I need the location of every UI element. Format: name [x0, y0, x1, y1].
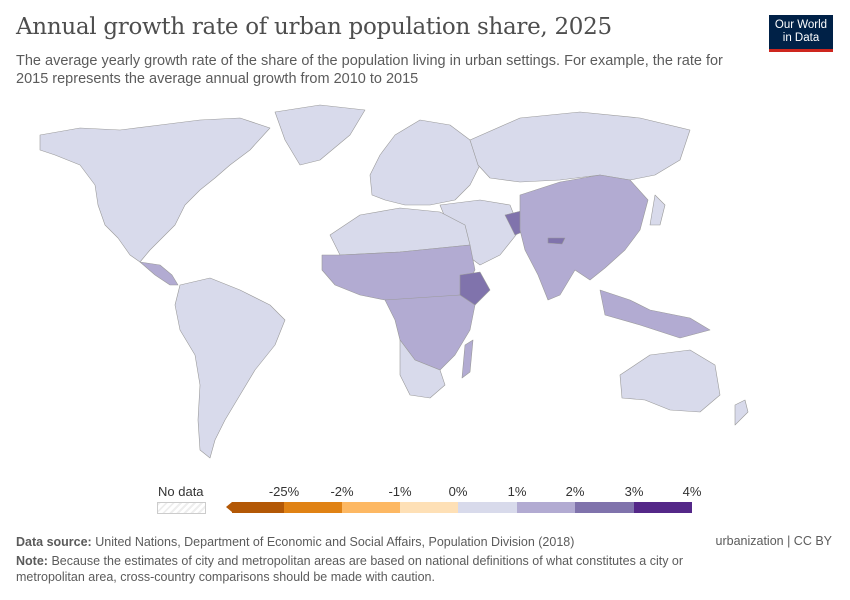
legend-bin[interactable] [284, 502, 343, 513]
legend-bin[interactable] [634, 502, 693, 513]
region-madagascar [461, 339, 474, 379]
owid-logo[interactable]: Our World in Data [769, 15, 833, 52]
region-southeast-asia [599, 289, 711, 339]
region-new-zealand [734, 399, 749, 426]
note: Note: Because the estimates of city and … [16, 553, 736, 585]
chart-subtitle: The average yearly growth rate of the sh… [16, 53, 723, 87]
legend-tick-label: 4% [682, 484, 702, 499]
license[interactable]: urbanization | CC BY [715, 534, 833, 548]
note-label: Note: [16, 554, 48, 568]
world-map[interactable] [0, 100, 850, 475]
no-data-label: No data [158, 484, 204, 499]
legend-tick-label: 0% [448, 484, 468, 499]
legend-bin[interactable] [232, 502, 285, 513]
legend-arrow [226, 502, 232, 512]
region-japan [649, 194, 666, 226]
legend-bin[interactable] [517, 502, 576, 513]
legend-bin[interactable] [575, 502, 635, 513]
region-central-america [139, 261, 179, 286]
region-nepal [547, 237, 566, 245]
source-text[interactable]: United Nations, Department of Economic a… [95, 535, 575, 549]
region-europe [369, 119, 481, 206]
legend-tick-label: -2% [330, 484, 354, 499]
legend-bin[interactable] [342, 502, 401, 513]
no-data-swatch [157, 502, 206, 514]
note-text: Because the estimates of city and metrop… [16, 554, 684, 584]
legend-tick-label: 2% [565, 484, 585, 499]
region-north-america [39, 117, 271, 263]
region-central-east-africa [384, 294, 476, 371]
source-label: Data source: [16, 535, 92, 549]
logo-line-1: Our World [774, 19, 828, 31]
legend-bin[interactable] [400, 502, 459, 513]
region-southern-africa [399, 339, 446, 399]
region-australia [619, 349, 721, 413]
chart-title: Annual growth rate of urban population s… [16, 14, 612, 40]
legend-tick-label: 3% [624, 484, 644, 499]
region-south-america [174, 277, 286, 459]
region-greenland [274, 104, 366, 166]
legend-tick-label: -25% [268, 484, 300, 499]
data-source: Data source: United Nations, Department … [16, 534, 574, 550]
logo-line-2: in Data [782, 32, 820, 44]
region-china-india [519, 174, 649, 301]
region-russia [469, 111, 691, 183]
legend-tick-label: -1% [388, 484, 412, 499]
legend-bin[interactable] [458, 502, 518, 513]
legend-tick-label: 1% [507, 484, 527, 499]
